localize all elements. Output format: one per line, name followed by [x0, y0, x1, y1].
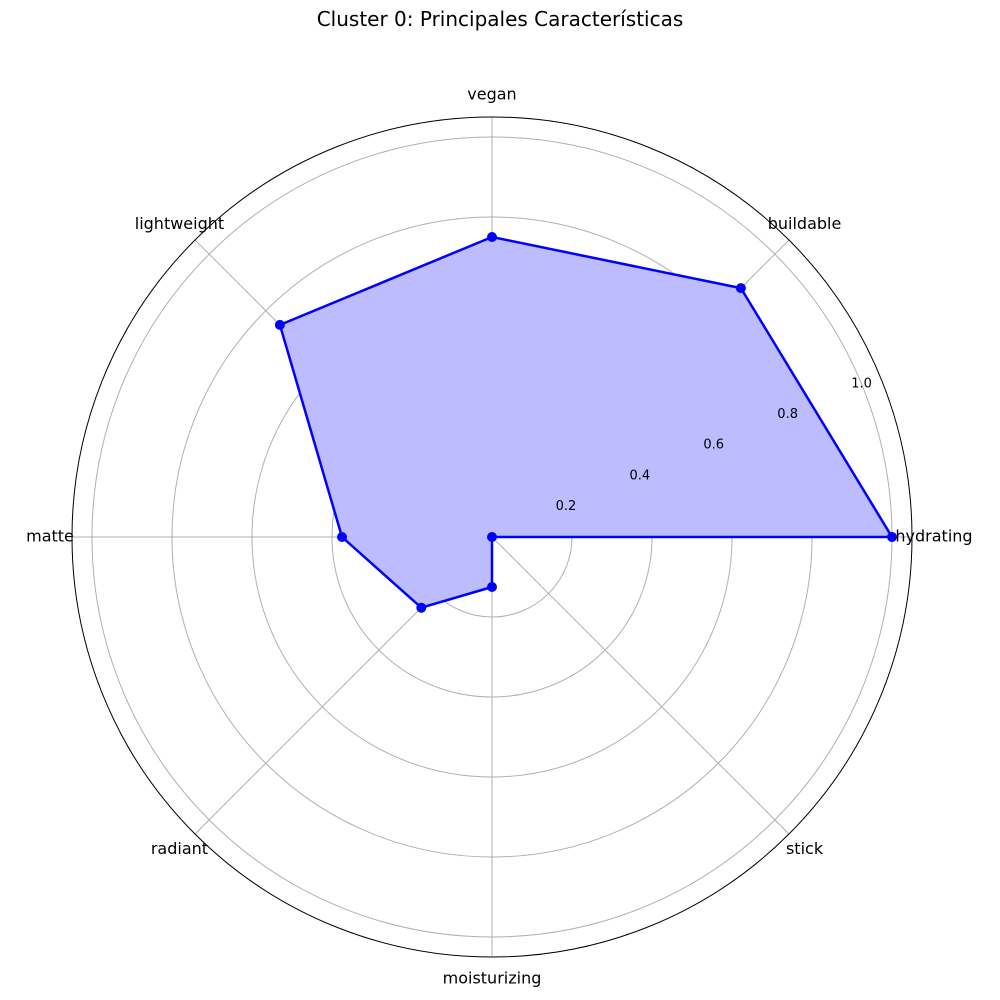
data-point-lightweight: [274, 319, 285, 330]
category-label-matte: matte: [26, 527, 74, 546]
r-tick-label: 0.6: [703, 438, 724, 453]
chart-title: Cluster 0: Principales Características: [316, 7, 684, 31]
category-label-buildable: buildable: [768, 214, 842, 233]
radar-series: [274, 232, 897, 613]
r-tick-label: 0.2: [556, 499, 577, 514]
category-label-moisturizing: moisturizing: [443, 969, 542, 988]
data-point-radiant: [416, 602, 427, 613]
data-point-stick: [487, 532, 497, 542]
data-point-buildable: [735, 283, 746, 294]
r-tick-label: 0.4: [629, 468, 650, 483]
series-fill: [279, 237, 892, 608]
outer-frame: [71, 116, 913, 958]
category-label-radiant: radiant: [151, 839, 208, 858]
category-label-hydrating: hydrating: [895, 527, 972, 546]
data-point-matte: [337, 532, 347, 542]
r-tick-label: 1.0: [851, 376, 872, 391]
data-point-hydrating: [887, 532, 897, 542]
category-label-stick: stick: [786, 839, 824, 858]
spoke-stick: [491, 536, 790, 835]
category-label-lightweight: lightweight: [135, 214, 224, 233]
r-tick-label: 0.8: [777, 407, 798, 422]
category-label-vegan: vegan: [467, 85, 516, 104]
radar-labels: 0.2 0.4 0.6 0.8 1.0 hydrating buildable vegan li…: [26, 85, 972, 988]
data-point-vegan: [487, 232, 497, 242]
data-point-moisturizing: [487, 582, 497, 592]
